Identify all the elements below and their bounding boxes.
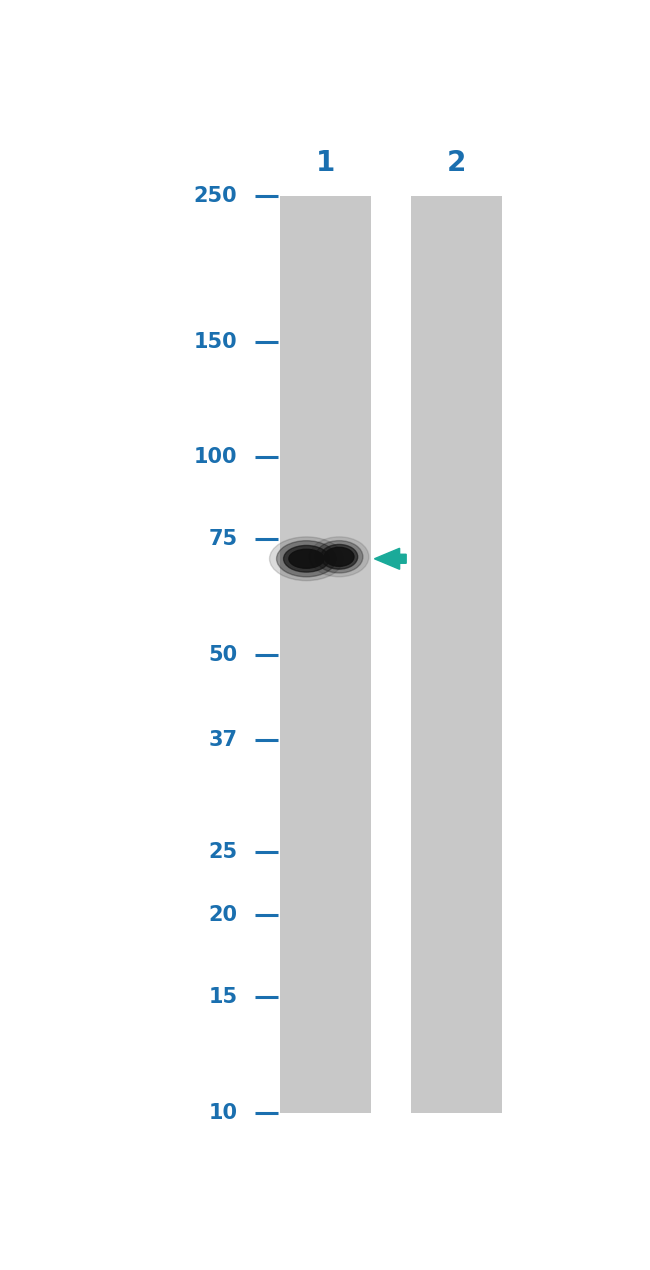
Text: 37: 37 [209,730,237,751]
Ellipse shape [289,549,324,568]
Text: 20: 20 [209,906,237,926]
Ellipse shape [276,541,336,577]
Text: 100: 100 [194,447,237,467]
Text: 250: 250 [194,187,237,207]
Bar [411,197,502,1113]
Text: 1: 1 [316,149,335,177]
Ellipse shape [324,547,354,566]
Ellipse shape [315,541,363,573]
Ellipse shape [320,545,358,569]
FancyArrow shape [374,549,406,569]
Text: 25: 25 [208,842,237,862]
Text: 150: 150 [194,331,237,352]
Text: 50: 50 [208,645,237,664]
Text: 15: 15 [208,987,237,1007]
Text: 10: 10 [209,1102,237,1123]
Text: 75: 75 [208,530,237,549]
Bar [280,197,371,1113]
Text: 2: 2 [447,149,466,177]
Ellipse shape [309,537,369,577]
Ellipse shape [283,545,330,572]
Ellipse shape [270,537,343,580]
